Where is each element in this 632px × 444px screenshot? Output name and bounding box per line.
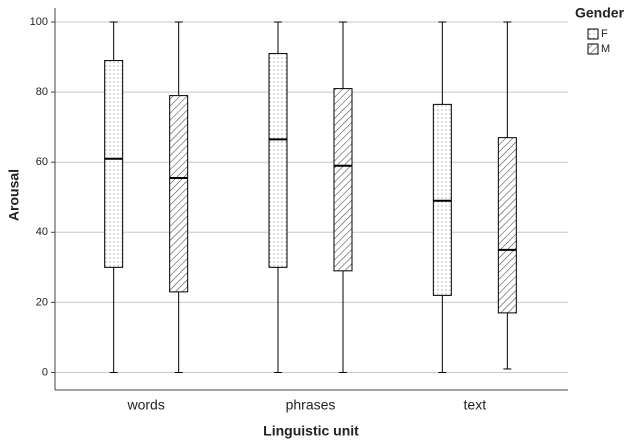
y-tick-label: 80 xyxy=(36,86,48,98)
legend-label: F xyxy=(601,28,608,40)
box xyxy=(104,60,124,268)
y-tick-label: 100 xyxy=(30,16,48,28)
x-tick-label: phrases xyxy=(286,397,336,413)
legend-label: M xyxy=(601,43,610,55)
legend-title: Gender xyxy=(575,5,625,21)
x-axis-title: Linguistic unit xyxy=(263,423,359,439)
box xyxy=(169,95,189,293)
y-tick-label: 60 xyxy=(36,156,48,168)
box xyxy=(333,88,353,272)
x-tick-label: text xyxy=(464,397,487,413)
y-tick-label: 20 xyxy=(36,296,48,308)
x-tick-label: words xyxy=(126,397,164,413)
box xyxy=(497,137,517,314)
y-tick-label: 0 xyxy=(42,366,48,378)
y-tick-label: 40 xyxy=(36,226,48,238)
y-axis-title: Arousal xyxy=(6,169,22,221)
box xyxy=(268,53,288,268)
legend-swatch xyxy=(587,28,599,40)
legend-swatch xyxy=(587,43,599,55)
